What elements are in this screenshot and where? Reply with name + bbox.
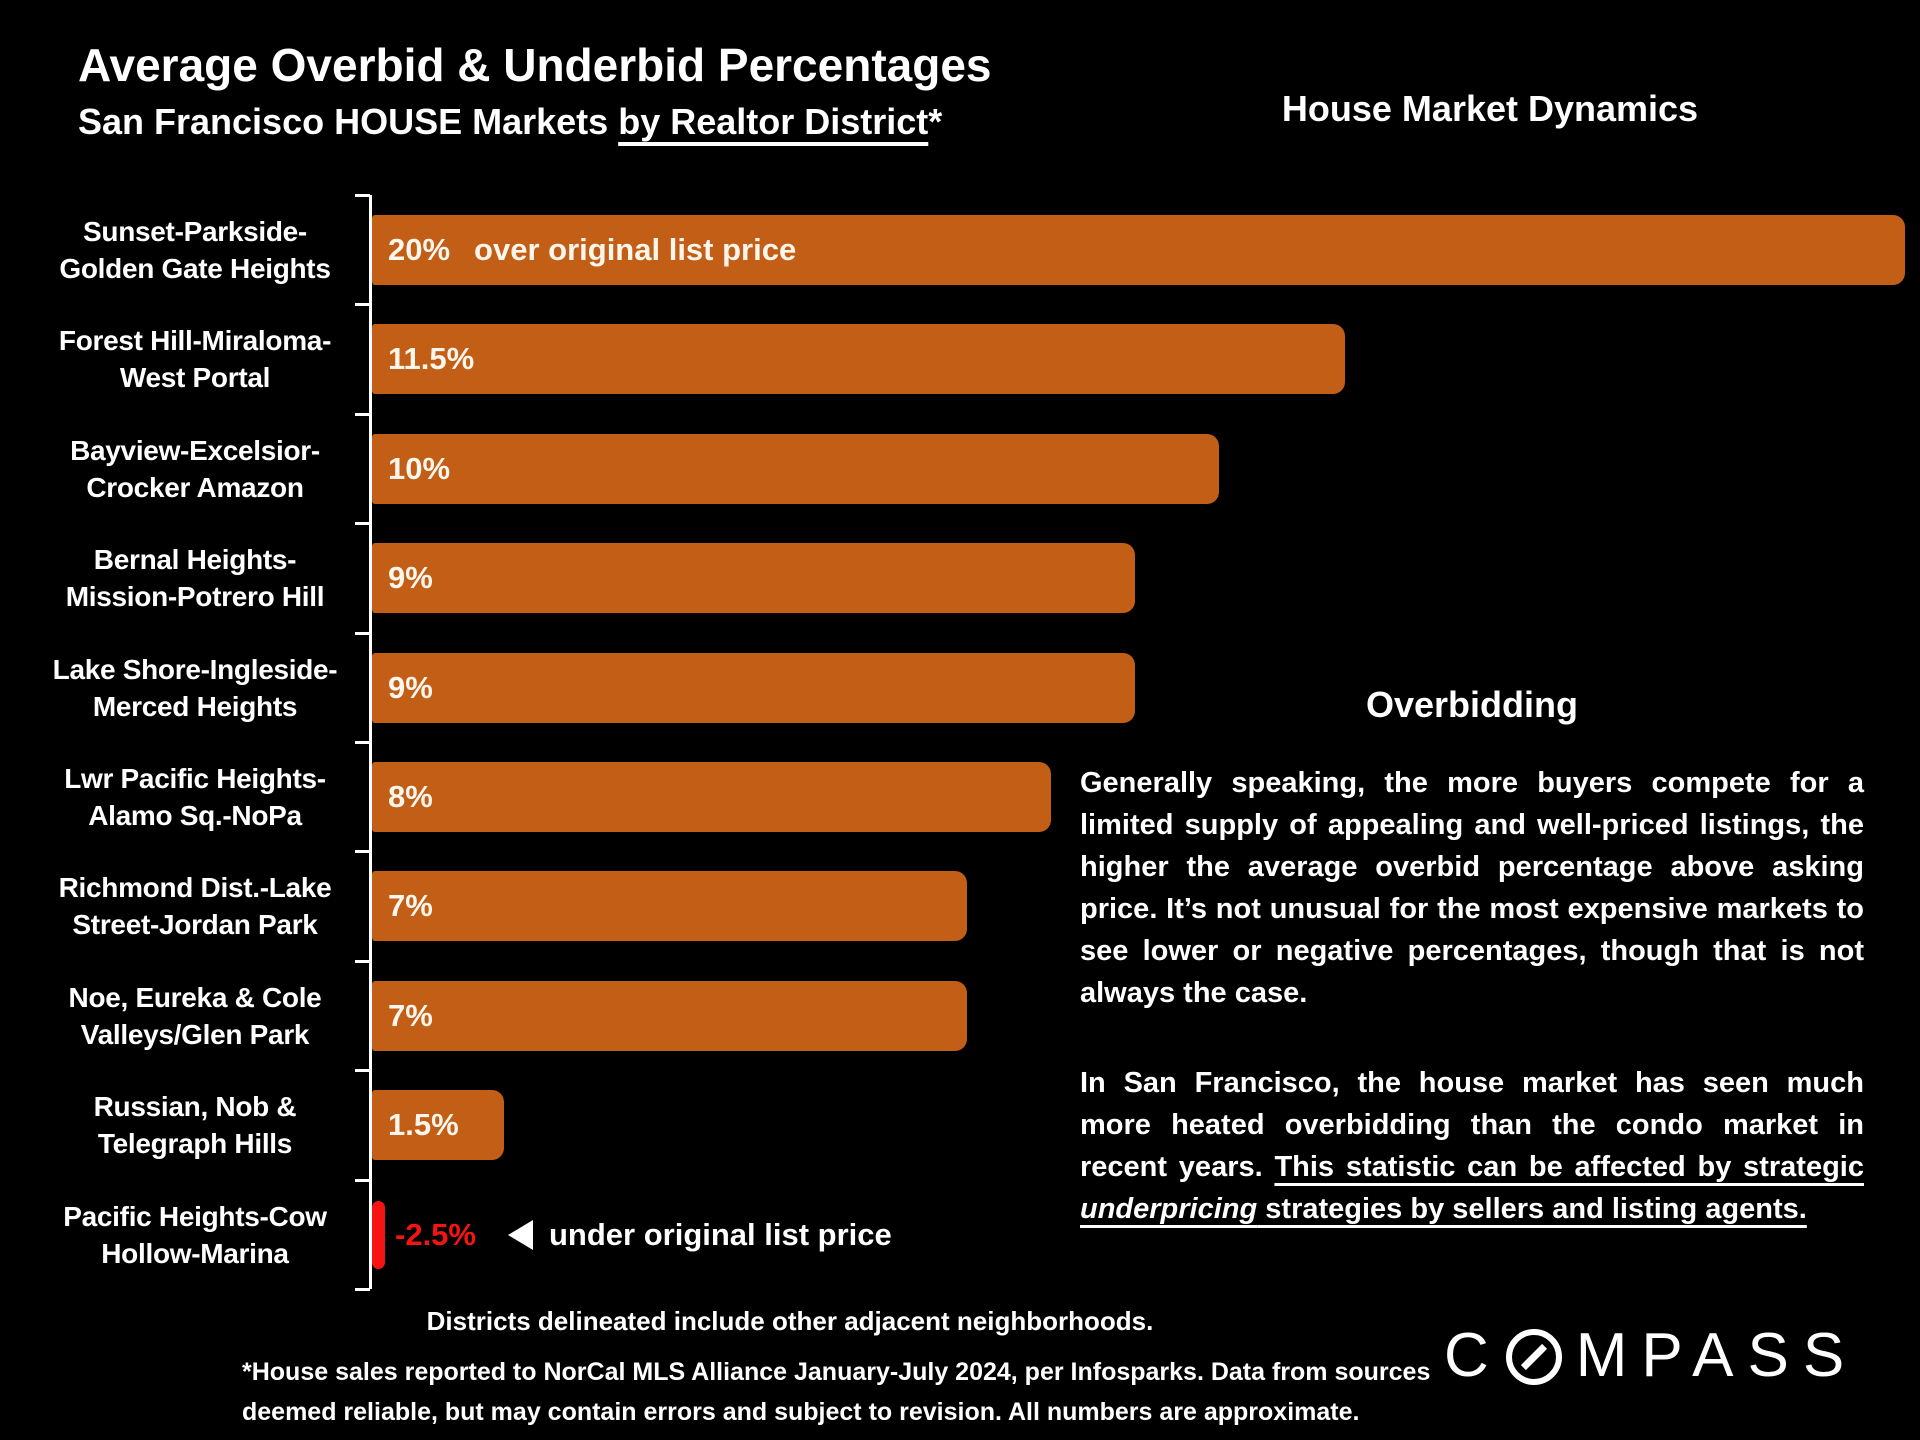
bar-area: 10% (372, 414, 1905, 523)
bar-area: 1.5% (372, 1070, 1905, 1179)
chart-row: Pacific Heights-Cow Hollow-Marina -2.5% und… (0, 1180, 1920, 1289)
negative-bar-value-label: -2.5% (395, 1216, 476, 1252)
bar-area: 9% (372, 633, 1905, 742)
bar-value-label: 8% (388, 778, 433, 814)
axis-tick (355, 194, 370, 197)
left-arrow-icon (507, 1219, 533, 1250)
bar-value-label: 11.5% (388, 340, 475, 376)
bar-area: -2.5% under original list price (372, 1180, 1905, 1289)
axis-tick (355, 1069, 370, 1072)
bar: 1.5% (372, 1089, 504, 1160)
category-label: Forest Hill-Miraloma- West Portal (58, 324, 332, 393)
source-footnote-line1: *House sales reported to NorCal MLS Alli… (242, 1358, 1431, 1386)
axis-tick (355, 522, 370, 525)
top-right-heading: House Market Dynamics (1281, 88, 1699, 129)
bar-value-label: 9% (388, 559, 433, 595)
bar: 7% (372, 870, 967, 941)
bar: 11.5% (372, 323, 1345, 394)
paragraph2-underlined-text-end: strategies by sellers and listing agents… (1257, 1193, 1807, 1225)
category-label: Lwr Pacific Heights- Alamo Sq.-NoPa (64, 762, 326, 831)
bar: 7% (372, 980, 967, 1051)
axis-tick (355, 303, 370, 306)
chart-row: Noe, Eureka & Cole Valleys/Glen Park 7% (0, 961, 1920, 1070)
category-label: Richmond Dist.-Lake Street-Jordan Park (58, 871, 332, 940)
chart-row: Bayview-Excelsior- Crocker Amazon 10% (0, 414, 1920, 523)
paragraph2-underlined-text: This statistic can be affected by strate… (1274, 1151, 1864, 1183)
bar-area: 9% (372, 523, 1905, 632)
subtitle-underlined: by Realtor District (618, 101, 929, 142)
bar: 8% (372, 761, 1051, 832)
axis-tick (355, 960, 370, 963)
negative-bar (372, 1200, 385, 1269)
page-title: Average Overbid & Underbid Percentages (78, 39, 992, 91)
under-list-price-note: under original list price (548, 1216, 892, 1252)
logo-letter-c: C (1444, 1321, 1503, 1390)
axis-tick (355, 850, 370, 853)
overbidding-heading: Overbidding (1365, 684, 1578, 725)
paragraph2-italic-text: underpricing (1080, 1193, 1258, 1225)
category-label: Bayview-Excelsior- Crocker Amazon (70, 434, 320, 503)
category-label: Bernal Heights- Mission-Potrero Hill (65, 543, 325, 612)
bar-area: 20% over original list price (372, 195, 1905, 304)
paragraph2-normal-text: In San Francisco, the house market has s… (1080, 1067, 1864, 1183)
compass-o-slash-icon (1505, 1328, 1562, 1385)
bar-value-label: 7% (388, 887, 433, 923)
axis-tick (355, 741, 370, 744)
chart-row: Sunset-Parkside- Golden Gate Heights 20% ov… (0, 195, 1920, 304)
category-axis-line (369, 195, 372, 1289)
chart-row: Forest Hill-Miraloma- West Portal 11.5% (0, 304, 1920, 413)
bar: 20% over original list price (372, 214, 1905, 285)
bar-value-label: 9% (388, 669, 433, 705)
category-label: Russian, Nob & Telegraph Hills (93, 1090, 297, 1159)
bar-value-label: 1.5% (388, 1106, 459, 1142)
bar-value-label: 20% (388, 231, 451, 267)
axis-tick (355, 1179, 370, 1182)
compass-logo: C MPASS (1444, 1320, 1858, 1391)
category-label: Noe, Eureka & Cole Valleys/Glen Park (68, 981, 322, 1050)
source-footnote: *House sales reported to NorCal MLS Alli… (242, 1352, 1472, 1432)
subtitle-asterisk: * (928, 101, 943, 142)
category-label: Lake Shore-Ingleside- Merced Heights (52, 653, 338, 722)
chart-row: Bernal Heights- Mission-Potrero Hill 9% (0, 523, 1920, 632)
bar-area: 7% (372, 961, 1905, 1070)
bar: 9% (372, 652, 1135, 723)
bar: 10% (372, 433, 1219, 504)
axis-tick (355, 413, 370, 416)
overbidding-paragraph-2: In San Francisco, the house market has s… (1080, 1062, 1864, 1230)
logo-letters-mpass: MPASS (1575, 1321, 1859, 1390)
bar-area: 7% (372, 851, 1905, 960)
category-label: Pacific Heights-Cow Hollow-Marina (63, 1200, 327, 1269)
chart-row: Lwr Pacific Heights- Alamo Sq.-NoPa 8% (0, 742, 1920, 851)
districts-footnote: Districts delineated include other adjac… (426, 1306, 1154, 1336)
over-list-price-note: over original list price (474, 231, 797, 267)
source-footnote-line2: deemed reliable, but may contain errors … (242, 1398, 1360, 1426)
bar-area: 8% (372, 742, 1905, 851)
bar-value-label: 10% (388, 450, 451, 486)
subtitle-prefix: San Francisco HOUSE Markets (78, 101, 619, 142)
bar-area: 11.5% (372, 304, 1905, 413)
chart-row: Richmond Dist.-Lake Street-Jordan Park 7% (0, 851, 1920, 960)
overbidding-paragraph-1: Generally speaking, the more buyers comp… (1080, 767, 1864, 1009)
axis-tick (355, 1288, 370, 1291)
chart-row: Russian, Nob & Telegraph Hills 1.5% (0, 1070, 1920, 1179)
category-label: Sunset-Parkside- Golden Gate Heights (59, 215, 331, 284)
bar-value-label: 7% (388, 997, 433, 1033)
bar-chart: Sunset-Parkside- Golden Gate Heights 20% ov… (0, 194, 1920, 1291)
chart-row: Lake Shore-Ingleside- Merced Heights 9% (0, 633, 1920, 742)
page-subtitle: San Francisco HOUSE Markets by Realtor D… (78, 102, 942, 142)
bar: 9% (372, 542, 1135, 613)
axis-tick (355, 632, 370, 635)
